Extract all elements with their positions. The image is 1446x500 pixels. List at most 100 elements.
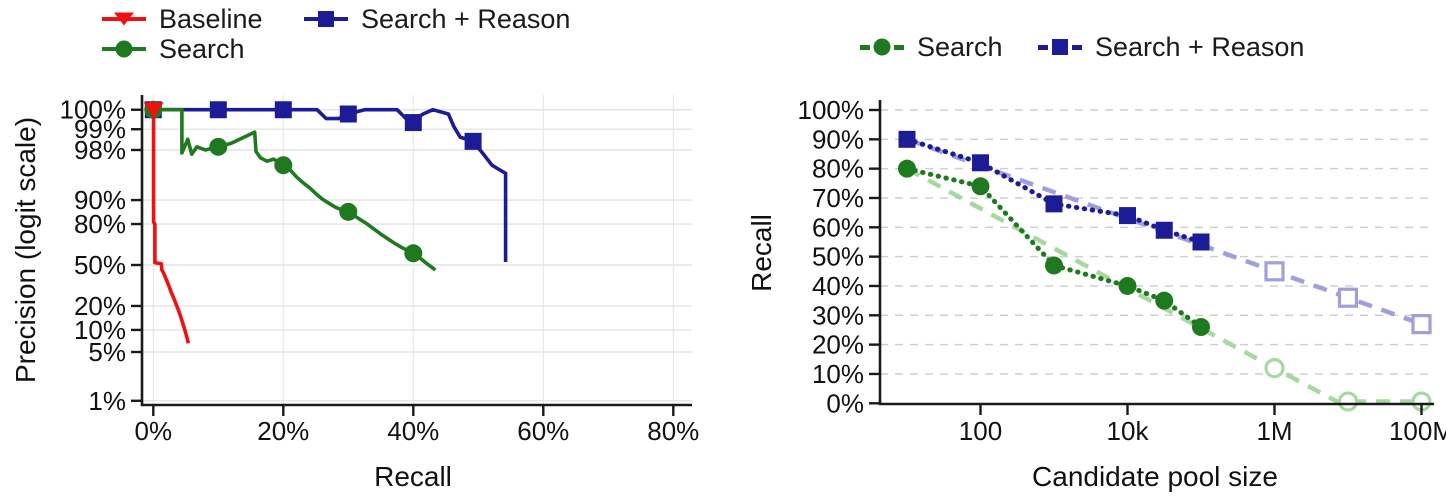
y-tick-label: 1% xyxy=(88,386,126,416)
square-marker xyxy=(1119,207,1136,225)
circle-open-marker xyxy=(1264,358,1285,379)
circle-open-marker xyxy=(1337,391,1359,412)
series-baseline xyxy=(151,109,191,344)
square-marker xyxy=(209,101,227,119)
x-tick-label: 20% xyxy=(257,416,309,446)
circle-marker xyxy=(404,244,423,263)
search-legend-marker xyxy=(102,39,146,59)
search-reason-legend-marker xyxy=(1038,37,1082,57)
series-search xyxy=(153,107,437,272)
y-tick-label: 0% xyxy=(826,388,864,418)
y-tick-label: 50% xyxy=(812,242,864,272)
left-y-axis-title: Precision (logit scale) xyxy=(10,116,41,384)
left-axes-spines xyxy=(140,95,692,407)
series-search xyxy=(904,166,1204,330)
y-tick-label: 10% xyxy=(812,359,864,389)
x-tick-label: 0% xyxy=(135,416,173,446)
x-tick-label: 10k xyxy=(1107,416,1150,446)
right-axes-spines xyxy=(878,100,1434,406)
triangle-down-icon xyxy=(114,12,134,26)
square-marker xyxy=(898,130,916,148)
y-tick-label: 30% xyxy=(812,300,864,330)
square-open-marker xyxy=(1337,287,1359,308)
circle-marker xyxy=(1192,318,1210,337)
square-marker xyxy=(274,101,292,119)
circle-marker xyxy=(971,177,990,196)
markers-search-extrapolated- xyxy=(1264,358,1432,412)
legend-item-search-reason-right: Search + Reason xyxy=(1038,31,1304,63)
y-tick-label: 90% xyxy=(74,185,126,215)
legend-item-search: Search xyxy=(102,33,245,65)
x-tick-label: 100 xyxy=(959,416,1002,446)
series-search-reason xyxy=(153,107,508,262)
legend-item-search-right: Search xyxy=(860,31,1003,63)
circle-marker xyxy=(1045,256,1063,275)
right-grid xyxy=(880,109,1434,375)
legend-item-baseline: Baseline xyxy=(102,3,263,35)
square-marker xyxy=(1155,221,1173,239)
search-legend-marker xyxy=(860,37,904,57)
y-tick-label: 20% xyxy=(812,330,864,360)
circle-icon xyxy=(873,38,891,56)
square-marker xyxy=(464,132,482,150)
right-ticks: 100 10k 1M 100M 100%90%80%70%60%50%40%30%20%… xyxy=(798,95,1446,446)
markers-search xyxy=(144,100,423,263)
circle-icon xyxy=(115,40,133,58)
circle-marker xyxy=(339,202,358,221)
circle-marker xyxy=(209,137,228,156)
circle-marker xyxy=(274,156,293,175)
x-tick-label: 40% xyxy=(387,416,439,446)
legend-label: Baseline xyxy=(159,3,263,34)
square-marker xyxy=(1192,233,1210,251)
y-tick-label: 80% xyxy=(812,154,864,184)
y-tick-label: 60% xyxy=(812,212,864,242)
circle-marker xyxy=(1118,276,1137,295)
x-tick-label: 60% xyxy=(517,416,569,446)
right-y-axis-title: Recall xyxy=(746,214,777,292)
square-marker xyxy=(404,114,422,132)
legend-label: Search xyxy=(917,31,1003,62)
circle-marker xyxy=(898,159,916,178)
left-x-axis-title: Recall xyxy=(374,461,452,492)
square-marker xyxy=(1045,195,1063,213)
square-marker xyxy=(339,105,357,123)
square-open-marker xyxy=(1264,261,1285,282)
circle-marker xyxy=(1155,291,1174,310)
y-tick-label: 40% xyxy=(812,271,864,301)
y-tick-label: 70% xyxy=(812,183,864,213)
y-tick-label: 80% xyxy=(74,209,126,239)
markers-search xyxy=(898,159,1210,337)
y-tick-label: 5% xyxy=(88,337,126,367)
series-search-extrapolated- xyxy=(905,166,1422,404)
markers-baseline xyxy=(143,102,164,119)
y-tick-label: 90% xyxy=(812,124,864,154)
left-ticks: 0% 20% 40% 60% 80%100%99%98%90%80%50%20%10%5… xyxy=(60,95,700,446)
x-tick-label: 100M xyxy=(1389,416,1446,446)
y-tick-label: 98% xyxy=(74,135,126,165)
legend-label: Search + Reason xyxy=(1095,31,1305,62)
square-open-marker xyxy=(1411,314,1432,335)
markers-search-reason-extrapolated- xyxy=(1264,261,1432,335)
y-tick-label: 20% xyxy=(74,291,126,321)
legend-item-search-reason: Search + Reason xyxy=(304,3,570,35)
markers-search-reason xyxy=(898,130,1210,251)
y-tick-label: 50% xyxy=(74,250,126,280)
y-tick-label: 10% xyxy=(74,315,126,345)
square-icon xyxy=(1052,39,1068,55)
y-tick-label: 99% xyxy=(74,114,126,144)
baseline-legend-marker xyxy=(102,9,146,29)
y-tick-label: 100% xyxy=(798,95,865,125)
x-tick-label: 80% xyxy=(647,416,699,446)
x-tick-label: 1M xyxy=(1256,416,1292,446)
legend-label: Search xyxy=(159,33,245,64)
search-reason-legend-marker xyxy=(304,9,348,29)
left-chart: 0% 20% 40% 60% 80%100%99%98%90%80%50%20%10%5… xyxy=(60,95,700,446)
triangle-down-marker xyxy=(143,102,164,119)
right-chart: 100 10k 1M 100M 100%90%80%70%60%50%40%30%20%… xyxy=(798,95,1446,446)
square-marker xyxy=(972,154,989,172)
right-x-axis-title: Candidate pool size xyxy=(1032,461,1278,492)
legend-label: Search + Reason xyxy=(361,3,571,34)
square-icon xyxy=(318,11,334,27)
